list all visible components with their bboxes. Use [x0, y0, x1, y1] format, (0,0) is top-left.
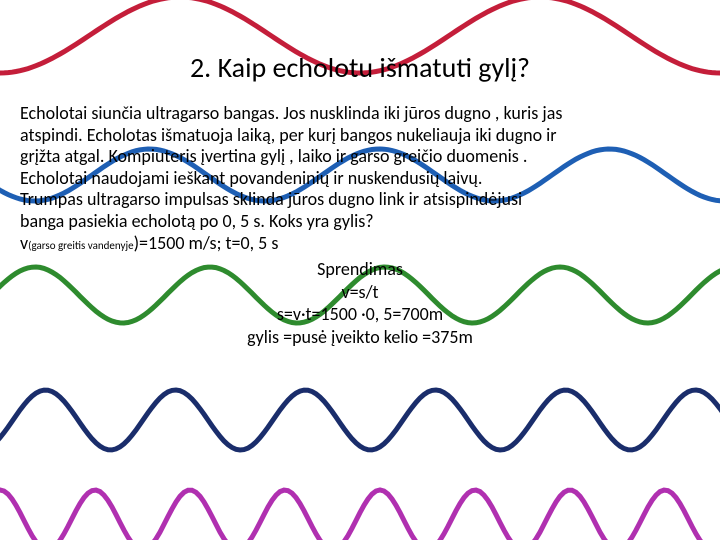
body-line: Trumpas ultragarso impulsas sklinda jūro… [20, 189, 700, 211]
wave-magenta [0, 490, 720, 540]
body-line: Echolotai naudojami ieškant povandeninių… [20, 168, 700, 190]
body-line: grįžta atgal. Kompiuteris įvertina gylį … [20, 146, 700, 168]
body-line: atspindi. Echolotas išmatuoja laiką, per… [20, 125, 700, 147]
solution-eq: v=s/t [20, 281, 700, 304]
var-v: v [20, 232, 28, 254]
solution-eq: gylis =pusė įveikto kelio =375m [20, 326, 700, 349]
wave-navy [0, 390, 720, 450]
body-line: Echolotai siunčia ultragarso bangas. Jos… [20, 103, 700, 125]
slide-title: 2. Kaip echolotu išmatuti gylį? [20, 50, 700, 85]
body-line: banga pasiekia echolotą po 0, 5 s. Koks … [20, 211, 700, 233]
var-sub: (garso greitis vandenyje [28, 239, 133, 252]
solution-eq: s=v·t=1500 ·0, 5=700m [20, 303, 700, 326]
var-rest: )=1500 m/s; t=0, 5 s [134, 232, 279, 254]
slide-content: 2. Kaip echolotu išmatuti gylį? Echolota… [0, 0, 720, 348]
body-line: v(garso greitis vandenyje)=1500 m/s; t=0… [20, 233, 700, 255]
solution-block: Sprendimas v=s/t s=v·t=1500 ·0, 5=700m g… [20, 258, 700, 348]
body-paragraph: Echolotai siunčia ultragarso bangas. Jos… [20, 103, 700, 254]
solution-heading: Sprendimas [20, 258, 700, 281]
